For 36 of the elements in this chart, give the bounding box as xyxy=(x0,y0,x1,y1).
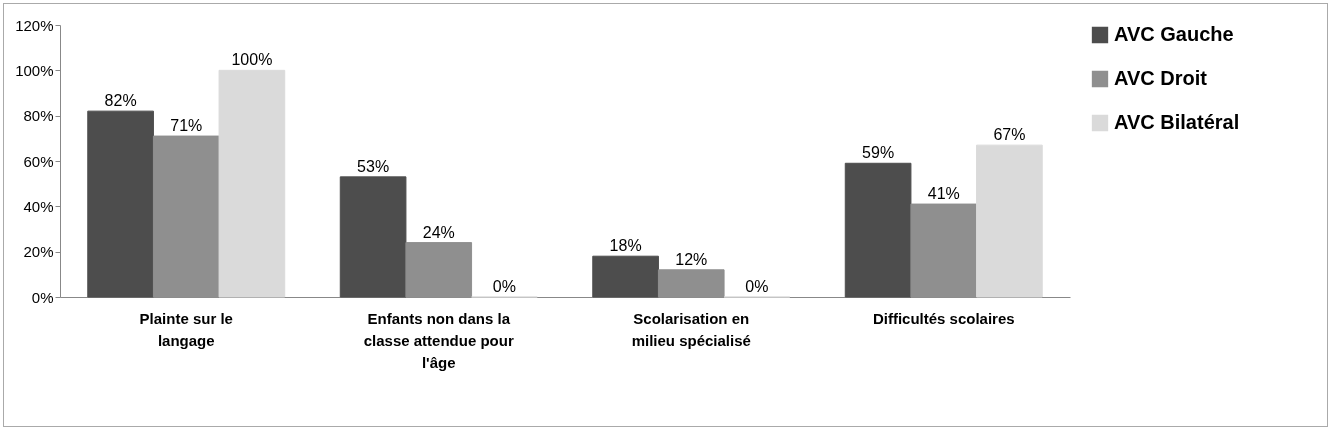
data-label: 41% xyxy=(927,185,960,203)
x-tick-label: Scolarisation en milieu spécialisé xyxy=(631,309,751,349)
legend-label: AVC Bilatéral xyxy=(1114,111,1240,133)
data-label: 67% xyxy=(993,126,1026,144)
data-label: 100% xyxy=(231,51,273,69)
y-tick-label: 100% xyxy=(15,61,54,79)
bar xyxy=(339,176,407,298)
legend-label: AVC Gauche xyxy=(1114,23,1234,45)
y-tick-label: 120% xyxy=(15,16,54,34)
data-label: 18% xyxy=(609,237,642,255)
data-label: 71% xyxy=(170,117,203,135)
data-label: 0% xyxy=(745,278,769,295)
x-tick-label: Plainte sur le langage xyxy=(139,309,233,349)
data-label: 59% xyxy=(862,144,895,162)
y-tick-label: 60% xyxy=(23,152,54,170)
data-label: 82% xyxy=(104,92,137,110)
legend-label: AVC Droit xyxy=(1114,67,1208,89)
bar xyxy=(657,269,725,298)
bar xyxy=(844,162,912,298)
x-tick-label: Difficultés scolaires xyxy=(872,309,1015,327)
x-tick-label: Enfants non dans la classe attendue pour l'âge xyxy=(363,309,514,371)
bar xyxy=(152,135,220,298)
y-tick-label: 40% xyxy=(23,197,54,215)
bar xyxy=(87,110,154,298)
y-tick-label: 0% xyxy=(31,288,54,306)
bar xyxy=(405,242,473,298)
y-tick-label: 80% xyxy=(23,107,54,125)
bar xyxy=(592,255,659,298)
data-label: 12% xyxy=(675,250,708,268)
data-label: 24% xyxy=(422,223,455,241)
bar xyxy=(910,203,978,298)
y-tick-label: 20% xyxy=(23,243,54,261)
bar xyxy=(976,144,1043,298)
data-label: 53% xyxy=(357,157,390,175)
bar xyxy=(218,69,286,298)
data-label: 0% xyxy=(492,278,516,295)
